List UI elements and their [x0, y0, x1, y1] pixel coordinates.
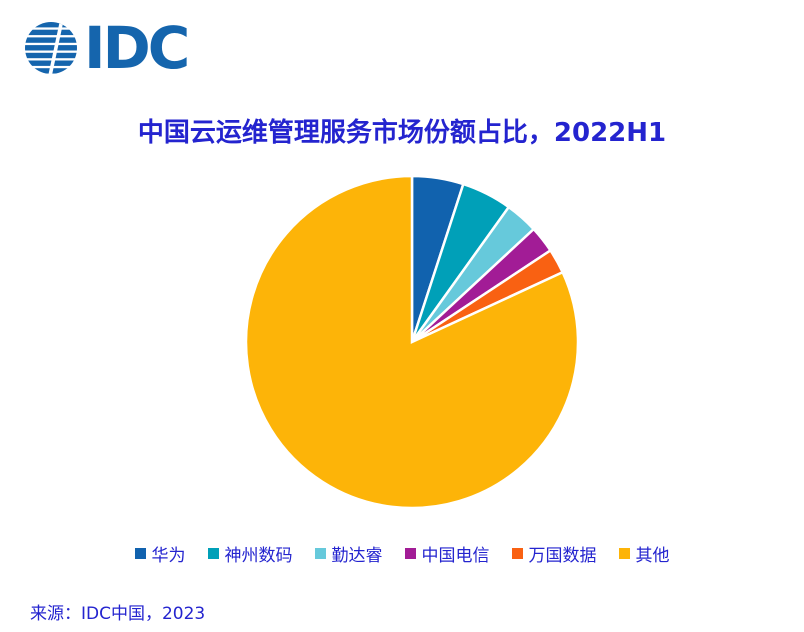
legend-swatch: [511, 548, 523, 559]
legend-label: 神州数码: [224, 546, 293, 566]
legend-label: 其他: [635, 546, 670, 566]
idc-logo-text: IDC: [84, 14, 190, 82]
legend-item: 神州数码: [207, 541, 293, 566]
legend-label: 中国电信: [421, 546, 490, 566]
legend-item: 华为: [134, 541, 186, 566]
source-note: 来源：IDC中国，2023: [30, 604, 206, 624]
chart-legend: 华为 神州数码 勤达睿 中国电信 万国数据 其他: [0, 541, 804, 566]
legend-swatch: [404, 548, 416, 559]
idc-globe-icon: [25, 22, 77, 74]
legend-label: 华为: [151, 546, 186, 566]
chart-title: 中国云运维管理服务市场份额占比，2022H1: [137, 118, 667, 148]
legend-swatch: [618, 548, 630, 559]
legend-item: 万国数据: [511, 541, 597, 566]
legend-label: 勤达睿: [331, 546, 383, 566]
pie-chart: [242, 172, 582, 512]
legend-item: 其他: [618, 541, 670, 566]
pie-slice: [244, 174, 580, 510]
legend-swatch: [207, 548, 219, 559]
legend-item: 勤达睿: [314, 541, 383, 566]
legend-swatch: [134, 548, 146, 559]
pie-svg: [244, 174, 580, 510]
legend-swatch: [314, 548, 326, 559]
legend-item: 中国电信: [404, 541, 490, 566]
idc-logo: IDC: [24, 14, 190, 82]
legend-label: 万国数据: [528, 546, 597, 566]
